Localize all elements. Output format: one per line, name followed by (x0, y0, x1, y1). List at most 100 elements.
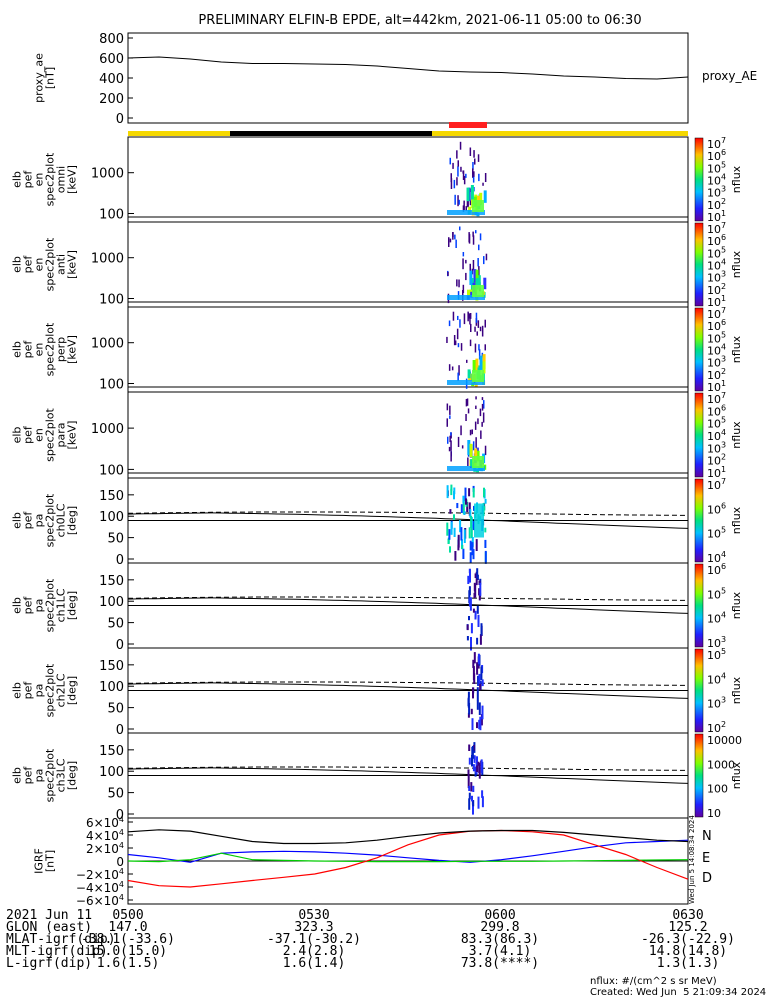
perp-colorbar-tick: 104 (707, 343, 726, 358)
igrf-legend-n: N (702, 829, 712, 844)
omni-spec-pixel (482, 182, 484, 186)
ch2lc-anti-loss-cone (127, 681, 689, 686)
para-spec-pixel (475, 437, 477, 448)
ch2lc-spec-pixel (476, 662, 479, 675)
ch0lc-spec-pixel (465, 498, 467, 505)
anti-spec-pixel (473, 269, 477, 285)
igrf-legend-e: E (702, 851, 710, 866)
omni-ylabel-line: pef (22, 170, 35, 189)
ephemeris-row-label: 2021 Jun 11 (6, 908, 93, 923)
ch1lc-spec-pixel (474, 610, 477, 618)
anti-spec-pixel (475, 269, 479, 285)
perp-spec-pixel (469, 339, 472, 347)
ch3lc-spec-pixel (468, 744, 471, 751)
anti-spec-pixel (470, 291, 474, 298)
anti-spec-pixel (477, 275, 481, 288)
para-spec-pixel (449, 415, 451, 419)
ch1lc-ylabel-line: pef (22, 596, 35, 615)
ch0lc-spec-pixel (453, 487, 456, 495)
para-spec-pixel (450, 432, 452, 436)
perp-spec-pixel (481, 325, 484, 337)
anti-spec-pixel (462, 258, 464, 270)
ch0lc-spec-pixel (462, 500, 465, 515)
ch1lc-spec-pixel (476, 637, 479, 645)
ch0lc-spec-pixel (484, 539, 487, 548)
omni-spec-pixel (454, 194, 456, 205)
proxy-ae-ylabel-line: [nT] (44, 67, 57, 89)
para-colorbar-label: nflux (730, 421, 743, 449)
ch3lc-spec-pixel (471, 745, 474, 759)
ch3lc-colorbar-label: nflux (730, 761, 743, 789)
igrf-tick-label: 2×104 (86, 841, 124, 856)
anti-ylabel-line: anti (55, 254, 68, 275)
perp-spec-pixel (479, 326, 482, 332)
para-spec-pixel (460, 425, 462, 436)
ch2lc-spec-pixel (476, 700, 479, 710)
anti-spec-pixel (462, 252, 465, 257)
ch2lc-spec-pixel (479, 716, 482, 728)
perp-spec-pixel (478, 344, 480, 351)
ch1lc-spec-pixel (476, 568, 479, 579)
omni-spec-pixel (483, 190, 487, 203)
igrf-tick-label: −6×104 (76, 893, 124, 908)
ch0lc-spec-pixel (475, 539, 478, 551)
anti-colorbar-tick: 105 (707, 245, 726, 260)
omni-spec-pixel (459, 141, 462, 150)
ch2lc-ylabel-line: [deg] (66, 676, 79, 705)
omni-spec-pixel (457, 160, 459, 167)
ch3lc-spec-pixel (476, 765, 479, 772)
ephemeris-value: 73.8(****) (460, 956, 540, 971)
anti-colorbar (694, 222, 704, 307)
omni-spec-pixel (450, 178, 453, 189)
ch0lc-spec-pixel (471, 542, 474, 556)
ephemeris-value: 299.8 (480, 920, 520, 935)
ch2lc-spec-pixel (477, 653, 480, 665)
ch3lc-ylabel-line: spec2plot (44, 748, 57, 802)
ch0lc-spec-pixel (483, 487, 485, 498)
ephemeris-value: 1.6(1.4) (282, 956, 346, 971)
para-ylabel-line: spec2plot (44, 408, 57, 462)
para-spec-pixel (480, 430, 482, 439)
omni-tick-label: 1000 (91, 167, 124, 182)
ch2lc-ylabel-line: ch2LC (55, 673, 68, 707)
anti-spec-core (472, 285, 484, 297)
ch0lc-colorbar-label: nflux (730, 506, 743, 534)
ch0lc-spec-pixel (464, 487, 467, 501)
perp-spec-pixel (468, 313, 470, 319)
ch1lc-spec-pixel (466, 624, 469, 631)
perp-spec-pixel (466, 359, 468, 363)
ch0lc-spec-pixel (448, 529, 451, 540)
para-spec-pixel (467, 408, 470, 414)
perp-spec-pixel (458, 365, 460, 376)
ch1lc-ylabel-line: spec2plot (44, 578, 57, 632)
ephemeris-value: 15.0(15.0) (88, 944, 168, 959)
proxy-ae-tick-label: 0 (116, 112, 124, 127)
perp-spec-pixel (478, 349, 481, 360)
ch0lc-spec-pixel (460, 504, 463, 513)
perp-ylabel-line: pef (22, 340, 35, 359)
ch3lc-spec-pixel (481, 790, 484, 798)
ch0lc-tick-label: 150 (99, 489, 124, 504)
ch0lc-tick-label: 50 (107, 532, 124, 547)
ch2lc-spec-pixel (476, 687, 479, 702)
ch0lc-spec-pixel (461, 539, 463, 549)
ch1lc-spec-pixel (479, 582, 482, 596)
ch1lc-ylabel-line: elb (11, 597, 24, 614)
ephemeris-value: 147.0 (108, 920, 148, 935)
ch2lc-colorbar-tick: 105 (707, 647, 726, 662)
para-spec-pixel (470, 459, 474, 467)
ch1lc-spec-pixel (468, 586, 471, 596)
anti-ylabel-line: [keV] (66, 250, 79, 279)
anti-colorbar-tick: 107 (707, 221, 726, 236)
para-spec-pixel (484, 445, 487, 456)
perp-frame (127, 306, 689, 393)
ephemeris-row-label: GLON (east) (6, 920, 93, 935)
ch0lc-spec-pixel (466, 501, 469, 512)
omni-spec-pixel (462, 205, 465, 212)
anti-spec-pixel (483, 277, 487, 290)
para-spec-pixel (482, 412, 485, 423)
ch2lc-colorbar-tick: 103 (707, 696, 726, 711)
anti-spec-pixel (483, 256, 485, 265)
